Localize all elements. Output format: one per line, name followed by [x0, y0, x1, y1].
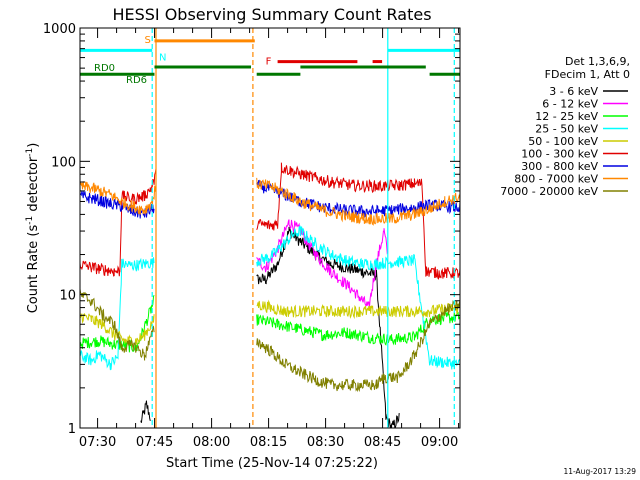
axes: 1 10 100 1000 07:30 07:45 08:00 08:15 08:30 08:45… — [43, 22, 460, 450]
y-axis-label-sup: -1 — [25, 216, 35, 225]
x-tick-label: 08:30 — [307, 435, 344, 450]
legend-entry-label: 6 - 12 keV — [542, 98, 598, 111]
legend-entry-label: 12 - 25 keV — [535, 110, 598, 123]
flag-label-F: F — [266, 57, 272, 68]
y-axis-label-sup: -1 — [25, 148, 35, 157]
plot-frame — [79, 27, 461, 429]
flag-label-S: S — [144, 35, 150, 46]
plot-area: SN F RD0 RD6 — [79, 28, 461, 429]
series-line-0 — [140, 226, 400, 429]
series-line-5 — [79, 162, 461, 280]
y-axis-label-part: Count Rate (s — [26, 225, 41, 314]
y-axis-label-part: ) — [26, 143, 41, 148]
y-axis-label: Count Rate (s-1 detector-1) — [25, 143, 41, 314]
footer-date: 11-Aug-2017 13:29 — [563, 467, 636, 476]
flag-label-RD6: RD6 — [126, 75, 147, 86]
legend-entry-label: 100 - 300 keV — [521, 148, 598, 161]
y-tick-label: 100 — [51, 155, 76, 170]
legend-header: FDecim 1, Att 0 — [545, 68, 630, 81]
series-line-4 — [79, 299, 460, 348]
legend-entry-label: 300 - 800 keV — [521, 160, 598, 173]
legend-header: Det 1,3,6,9, — [565, 55, 630, 68]
legend-entry-label: 50 - 100 keV — [528, 135, 598, 148]
legend-entry-label: 3 - 6 keV — [549, 85, 598, 98]
x-tick-label: 07:30 — [79, 435, 116, 450]
chart-title: HESSI Observing Summary Count Rates — [112, 5, 431, 24]
flag-label-RD0: RD0 — [94, 63, 115, 74]
y-tick-label: 10 — [59, 289, 76, 304]
y-tick-label: 1000 — [43, 22, 76, 37]
legend-entry-label: 800 - 7000 keV — [514, 173, 598, 186]
x-tick-label: 08:00 — [193, 435, 230, 450]
legend-entry-label: 7000 - 20000 keV — [500, 185, 598, 198]
flag-label-N: N — [159, 52, 166, 63]
series-line-1 — [256, 219, 389, 309]
series-line-7 — [79, 177, 461, 226]
x-tick-label: 08:15 — [250, 435, 287, 450]
y-axis-label-part: detector — [26, 156, 41, 216]
x-axis-label: Start Time (25-Nov-14 07:25:22) — [166, 456, 378, 471]
legend: Det 1,3,6,9, FDecim 1, Att 0 3 - 6 keV6 … — [500, 55, 630, 198]
series-line-8 — [79, 289, 461, 393]
x-tick-label: 09:00 — [421, 435, 458, 450]
y-tick-label: 1 — [68, 422, 76, 437]
x-tick-label: 07:45 — [136, 435, 173, 450]
legend-entry-label: 25 - 50 keV — [535, 123, 598, 136]
x-tick-label: 08:45 — [364, 435, 401, 450]
